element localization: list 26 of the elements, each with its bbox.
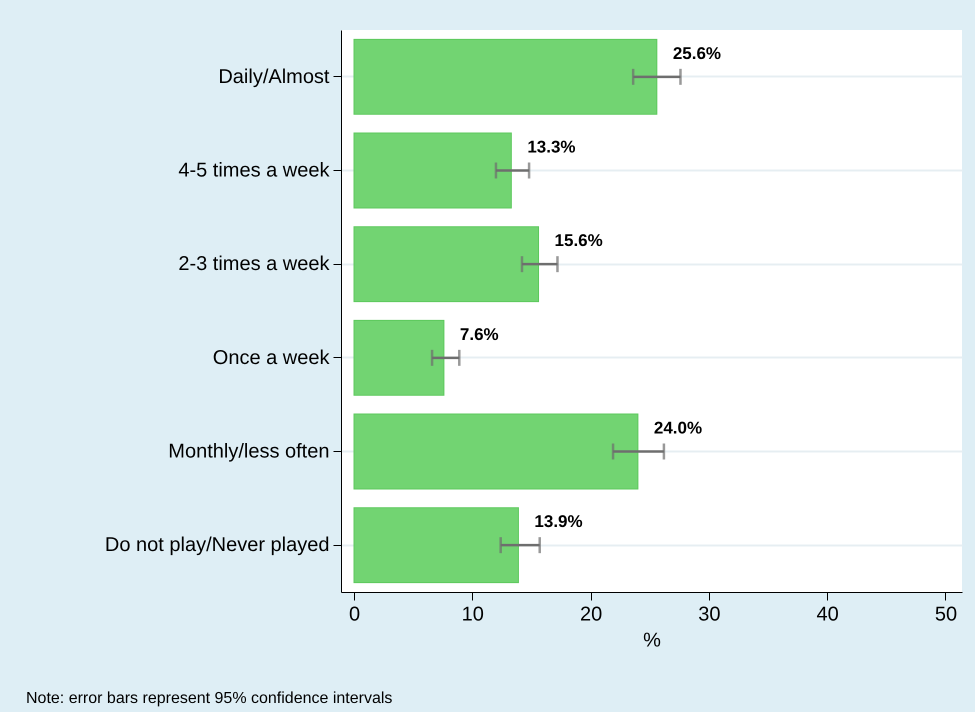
x-tick-label: 0 [348, 604, 360, 626]
bar [354, 132, 512, 208]
bar [354, 507, 519, 584]
bar [354, 38, 658, 115]
bar [354, 320, 444, 396]
y-tick-label: Daily/Almost [218, 66, 330, 88]
data-label: 7.6% [460, 324, 499, 344]
y-tick-label: 2-3 times a week [178, 253, 330, 276]
y-tick-label: Monthly/less often [168, 440, 330, 462]
x-tick-label: 50 [934, 604, 958, 626]
data-label: 24.0% [654, 418, 702, 438]
bar [354, 226, 540, 302]
data-label: 13.9% [534, 512, 583, 532]
data-label: 13.3% [527, 138, 576, 156]
y-tick-label: Once a week [212, 346, 330, 369]
x-tick-label: 40 [816, 604, 839, 626]
text: Note: error bars represent 95% confidence intervals [26, 690, 392, 708]
x-tick-label: 30 [698, 604, 720, 626]
bar [354, 414, 638, 490]
y-tick-label: 4-5 times a week [178, 160, 330, 182]
data-label: 25.6% [672, 44, 722, 63]
x-tick-label: 20 [580, 604, 602, 626]
x-axis-title: % [643, 630, 662, 652]
data-label: 15.6% [554, 231, 603, 250]
y-tick-label: Do not play/Never played [104, 534, 330, 556]
x-tick-label: 10 [462, 604, 484, 626]
